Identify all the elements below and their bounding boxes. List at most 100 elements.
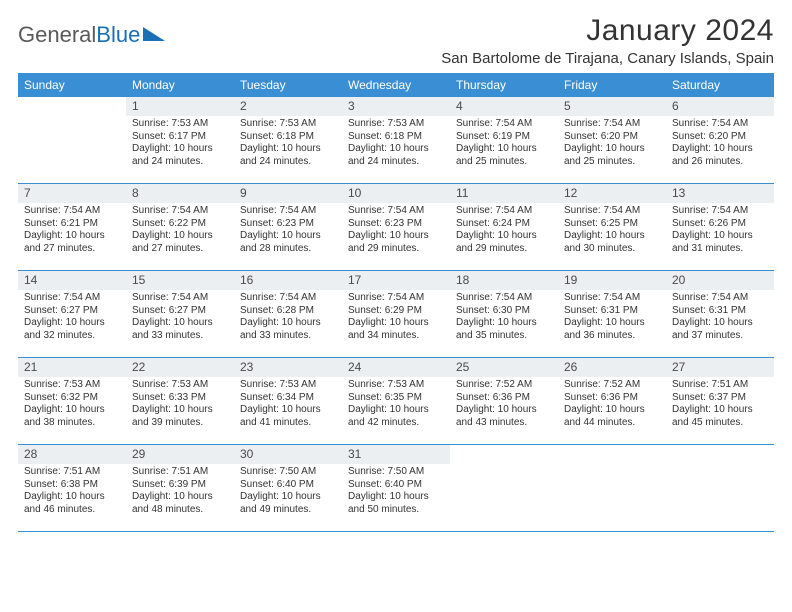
day-detail-line: Daylight: 10 hours [132, 491, 228, 504]
day-detail-line: and 31 minutes. [672, 243, 768, 256]
day-detail-line: Daylight: 10 hours [456, 317, 552, 330]
day-detail-line: Sunset: 6:23 PM [240, 218, 336, 231]
day-detail-line: Sunrise: 7:53 AM [348, 118, 444, 131]
day-details: Sunrise: 7:54 AMSunset: 6:27 PMDaylight:… [126, 292, 234, 342]
day-detail-line: Sunrise: 7:53 AM [240, 379, 336, 392]
logo: GeneralBlue [18, 22, 165, 48]
day-number: 14 [18, 271, 126, 290]
day-cell: 20 Sunrise: 7:54 AMSunset: 6:31 PMDayligh… [666, 271, 774, 357]
day-detail-line: Daylight: 10 hours [240, 143, 336, 156]
day-details: Sunrise: 7:54 AMSunset: 6:28 PMDaylight:… [234, 292, 342, 342]
day-detail-line: and 37 minutes. [672, 330, 768, 343]
day-detail-line: Daylight: 10 hours [672, 143, 768, 156]
day-number: 8 [126, 184, 234, 203]
day-detail-line: Sunset: 6:27 PM [24, 305, 120, 318]
day-detail-line: Sunset: 6:18 PM [348, 131, 444, 144]
logo-triangle-icon [143, 27, 165, 41]
day-detail-line: and 41 minutes. [240, 417, 336, 430]
day-cell: . [558, 445, 666, 531]
calendar: SundayMondayTuesdayWednesdayThursdayFrid… [18, 73, 774, 532]
day-detail-line: and 28 minutes. [240, 243, 336, 256]
day-number: 25 [450, 358, 558, 377]
day-details: Sunrise: 7:54 AMSunset: 6:31 PMDaylight:… [666, 292, 774, 342]
day-detail-line: and 35 minutes. [456, 330, 552, 343]
day-number: 21 [18, 358, 126, 377]
day-cell: 1Sunrise: 7:53 AMSunset: 6:17 PMDaylight… [126, 97, 234, 183]
day-detail-line: Daylight: 10 hours [24, 404, 120, 417]
day-detail-line: and 39 minutes. [132, 417, 228, 430]
day-details: Sunrise: 7:52 AMSunset: 6:36 PMDaylight:… [558, 379, 666, 429]
day-detail-line: Sunset: 6:31 PM [672, 305, 768, 318]
day-detail-line: Sunrise: 7:54 AM [672, 118, 768, 131]
day-detail-line: and 29 minutes. [348, 243, 444, 256]
day-cell: 26 Sunrise: 7:52 AMSunset: 6:36 PMDayligh… [558, 358, 666, 444]
day-detail-line: Sunrise: 7:54 AM [132, 292, 228, 305]
day-cell: 24Sunrise: 7:53 AMSunset: 6:35 PMDayligh… [342, 358, 450, 444]
day-cell: 21 Sunrise: 7:53 AMSunset: 6:32 PMDayligh… [18, 358, 126, 444]
day-number: 22 [126, 358, 234, 377]
day-details: Sunrise: 7:50 AMSunset: 6:40 PMDaylight:… [342, 466, 450, 516]
day-detail-line: Sunset: 6:30 PM [456, 305, 552, 318]
day-cell: 28 Sunrise: 7:51 AMSunset: 6:38 PMDayligh… [18, 445, 126, 531]
day-cell: 9Sunrise: 7:54 AMSunset: 6:23 PMDaylight… [234, 184, 342, 270]
day-number: 20 [666, 271, 774, 290]
week-row: .1Sunrise: 7:53 AMSunset: 6:17 PMDayligh… [18, 97, 774, 184]
day-details: Sunrise: 7:52 AMSunset: 6:36 PMDaylight:… [450, 379, 558, 429]
day-detail-line: and 25 minutes. [564, 156, 660, 169]
day-detail-line: Sunrise: 7:53 AM [348, 379, 444, 392]
dow-cell: Saturday [666, 73, 774, 97]
day-detail-line: Daylight: 10 hours [24, 317, 120, 330]
day-detail-line: and 48 minutes. [132, 504, 228, 517]
day-detail-line: Sunrise: 7:54 AM [456, 292, 552, 305]
day-detail-line: Sunrise: 7:54 AM [240, 205, 336, 218]
day-cell: 8Sunrise: 7:54 AMSunset: 6:22 PMDaylight… [126, 184, 234, 270]
day-detail-line: Sunrise: 7:54 AM [672, 205, 768, 218]
day-details: Sunrise: 7:54 AMSunset: 6:29 PMDaylight:… [342, 292, 450, 342]
day-detail-line: and 25 minutes. [456, 156, 552, 169]
dow-cell: Tuesday [234, 73, 342, 97]
day-detail-line: and 38 minutes. [24, 417, 120, 430]
day-detail-line: Sunrise: 7:52 AM [564, 379, 660, 392]
day-detail-line: Sunset: 6:32 PM [24, 392, 120, 405]
day-number: 26 [558, 358, 666, 377]
month-title: January 2024 [441, 14, 774, 48]
day-detail-line: Sunrise: 7:52 AM [456, 379, 552, 392]
day-detail-line: Sunrise: 7:54 AM [24, 292, 120, 305]
day-detail-line: Sunset: 6:18 PM [240, 131, 336, 144]
dow-cell: Friday [558, 73, 666, 97]
day-detail-line: Sunrise: 7:54 AM [564, 292, 660, 305]
day-number: 6 [666, 97, 774, 116]
day-detail-line: Daylight: 10 hours [132, 404, 228, 417]
day-detail-line: Sunset: 6:21 PM [24, 218, 120, 231]
day-details: Sunrise: 7:53 AMSunset: 6:32 PMDaylight:… [18, 379, 126, 429]
day-number: 24 [342, 358, 450, 377]
day-number: 7 [18, 184, 126, 203]
logo-text-gray: General [18, 22, 96, 48]
day-detail-line: Daylight: 10 hours [456, 404, 552, 417]
day-number: 28 [18, 445, 126, 464]
day-number: 5 [558, 97, 666, 116]
title-block: January 2024 San Bartolome de Tirajana, … [441, 14, 774, 67]
day-details: Sunrise: 7:54 AMSunset: 6:24 PMDaylight:… [450, 205, 558, 255]
day-number: 13 [666, 184, 774, 203]
day-number: 29 [126, 445, 234, 464]
day-detail-line: Daylight: 10 hours [672, 404, 768, 417]
day-cell: 25 Sunrise: 7:52 AMSunset: 6:36 PMDayligh… [450, 358, 558, 444]
day-detail-line: Daylight: 10 hours [240, 404, 336, 417]
day-detail-line: and 46 minutes. [24, 504, 120, 517]
day-detail-line: Sunrise: 7:54 AM [456, 205, 552, 218]
day-detail-line: Sunrise: 7:54 AM [240, 292, 336, 305]
day-detail-line: Sunset: 6:19 PM [456, 131, 552, 144]
day-detail-line: Sunrise: 7:54 AM [348, 292, 444, 305]
day-details: Sunrise: 7:51 AMSunset: 6:38 PMDaylight:… [18, 466, 126, 516]
day-detail-line: Daylight: 10 hours [348, 230, 444, 243]
day-detail-line: Daylight: 10 hours [348, 143, 444, 156]
day-detail-line: Sunset: 6:39 PM [132, 479, 228, 492]
day-detail-line: Daylight: 10 hours [348, 404, 444, 417]
day-details: Sunrise: 7:53 AMSunset: 6:33 PMDaylight:… [126, 379, 234, 429]
day-detail-line: Sunset: 6:40 PM [240, 479, 336, 492]
day-cell: 27Sunrise: 7:51 AMSunset: 6:37 PMDayligh… [666, 358, 774, 444]
day-cell: 13Sunrise: 7:54 AMSunset: 6:26 PMDayligh… [666, 184, 774, 270]
day-cell: 2Sunrise: 7:53 AMSunset: 6:18 PMDaylight… [234, 97, 342, 183]
day-cell: . [450, 445, 558, 531]
